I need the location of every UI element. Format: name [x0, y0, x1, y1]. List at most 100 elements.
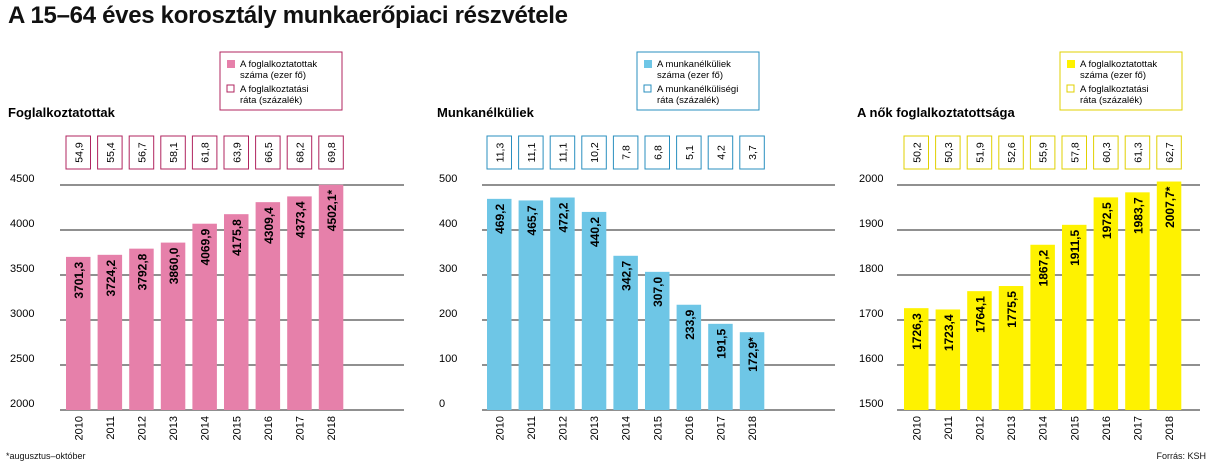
rate-box	[223, 135, 249, 170]
legend-swatch-count	[1067, 60, 1075, 68]
x-tick-label: 2017	[1132, 416, 1144, 440]
legend-box	[636, 51, 760, 111]
bar	[487, 198, 512, 410]
legend-box	[219, 51, 343, 111]
x-tick-label: 2016	[263, 416, 275, 440]
chart-title: A nők foglalkoztatottsága	[857, 105, 1015, 120]
x-tick-label: 2010	[73, 416, 85, 440]
x-tick-label: 2014	[200, 416, 212, 440]
x-tick-label: 2013	[589, 416, 601, 440]
rate-box	[676, 135, 702, 170]
value-label: 465,7	[525, 205, 539, 235]
rate-box	[903, 135, 929, 170]
rate-box	[65, 135, 91, 170]
rate-label: 61,3	[1132, 142, 1144, 163]
value-label: 4502,1*	[325, 189, 339, 231]
rate-label: 54,9	[73, 142, 85, 163]
x-tick-label: 2011	[105, 416, 117, 440]
y-tick-label: 500	[439, 173, 457, 185]
bar	[97, 254, 123, 410]
rate-box	[1156, 135, 1182, 170]
value-label: 440,2	[588, 217, 602, 247]
value-label: 472,2	[556, 202, 570, 232]
x-tick-label: 2012	[974, 416, 986, 440]
x-tick-label: 2015	[1069, 416, 1081, 440]
legend-label-count: A foglalkoztatottak száma (ezer fő)	[240, 59, 317, 81]
value-label: 469,2	[493, 204, 507, 234]
rate-box	[739, 135, 765, 170]
y-tick-label: 2000	[10, 398, 34, 410]
value-label: 307,0	[651, 277, 665, 307]
rate-label: 55,4	[105, 142, 117, 163]
x-tick-label: 2013	[168, 416, 180, 440]
rate-label: 6,8	[652, 145, 664, 160]
value-label: 1723,4	[942, 314, 956, 351]
rate-label: 58,1	[168, 142, 180, 163]
rate-box	[549, 135, 576, 170]
value-label: 3860,0	[167, 247, 181, 284]
value-label: 1775,5	[1005, 291, 1019, 328]
rate-box	[998, 135, 1024, 170]
chart-panel-2: A munkanélküliek száma (ezer fő) A munkané…	[437, 51, 835, 440]
rate-box	[160, 135, 186, 170]
bar	[676, 304, 702, 410]
x-tick-label: 2012	[557, 416, 569, 440]
x-tick-label: 2010	[911, 416, 923, 440]
rate-label: 56,7	[136, 142, 148, 163]
rate-label: 5,1	[684, 145, 696, 160]
rate-box	[128, 135, 155, 170]
bar	[192, 223, 217, 410]
rate-box	[1093, 135, 1119, 170]
rate-label: 11,1	[557, 143, 569, 163]
legend-label-rate: A munkanélküliségi ráta (százalék)	[657, 84, 738, 106]
value-label: 3701,3	[72, 262, 86, 299]
bar	[935, 309, 961, 410]
rate-label: 50,2	[911, 142, 923, 163]
rate-box	[191, 135, 218, 170]
y-tick-label: 4000	[10, 218, 34, 230]
y-tick-label: 4500	[10, 173, 34, 185]
y-tick-label: 400	[439, 218, 457, 230]
bar	[224, 214, 249, 410]
x-tick-label: 2017	[715, 416, 727, 440]
y-tick-label: 1500	[859, 398, 883, 410]
rate-label: 57,8	[1069, 142, 1081, 163]
value-label: 4175,8	[230, 219, 244, 256]
y-tick-label: 1900	[859, 218, 883, 230]
bar	[708, 323, 733, 410]
legend-swatch-rate	[226, 84, 235, 93]
value-label: 172,9*	[746, 337, 760, 372]
rate-label: 66,5	[263, 142, 275, 163]
bar	[581, 211, 607, 410]
bar	[1156, 181, 1182, 410]
rate-label: 60,3	[1101, 142, 1113, 163]
bar	[160, 242, 186, 410]
rate-label: 50,3	[943, 142, 955, 163]
y-tick-label: 0	[439, 398, 445, 410]
bar	[645, 271, 670, 410]
value-label: 233,9	[683, 309, 697, 339]
bar	[66, 256, 91, 410]
x-tick-label: 2011	[943, 416, 955, 440]
legend-label-count: A munkanélküliek száma (ezer fő)	[657, 59, 731, 81]
value-label: 191,5	[714, 329, 728, 359]
bar	[1030, 244, 1055, 410]
chart-title: Munkanélküliek	[437, 105, 535, 120]
rate-label: 63,9	[231, 142, 243, 163]
value-label: 2007,7*	[1163, 186, 1177, 228]
rate-box	[318, 135, 344, 170]
x-tick-label: 2010	[494, 416, 506, 440]
source-note: Forrás: KSH	[1156, 451, 1206, 461]
bar	[998, 286, 1024, 410]
bar	[550, 197, 575, 410]
y-tick-label: 1600	[859, 353, 883, 365]
chart-title: Foglalkoztatottak	[8, 105, 116, 120]
rate-box	[581, 135, 607, 170]
rate-label: 4,2	[715, 145, 727, 160]
legend-label-rate: A foglalkoztatási ráta (százalék)	[1080, 84, 1149, 106]
bar	[129, 248, 154, 410]
rate-box	[966, 135, 993, 170]
bar	[1062, 224, 1087, 410]
rate-box	[935, 135, 961, 170]
